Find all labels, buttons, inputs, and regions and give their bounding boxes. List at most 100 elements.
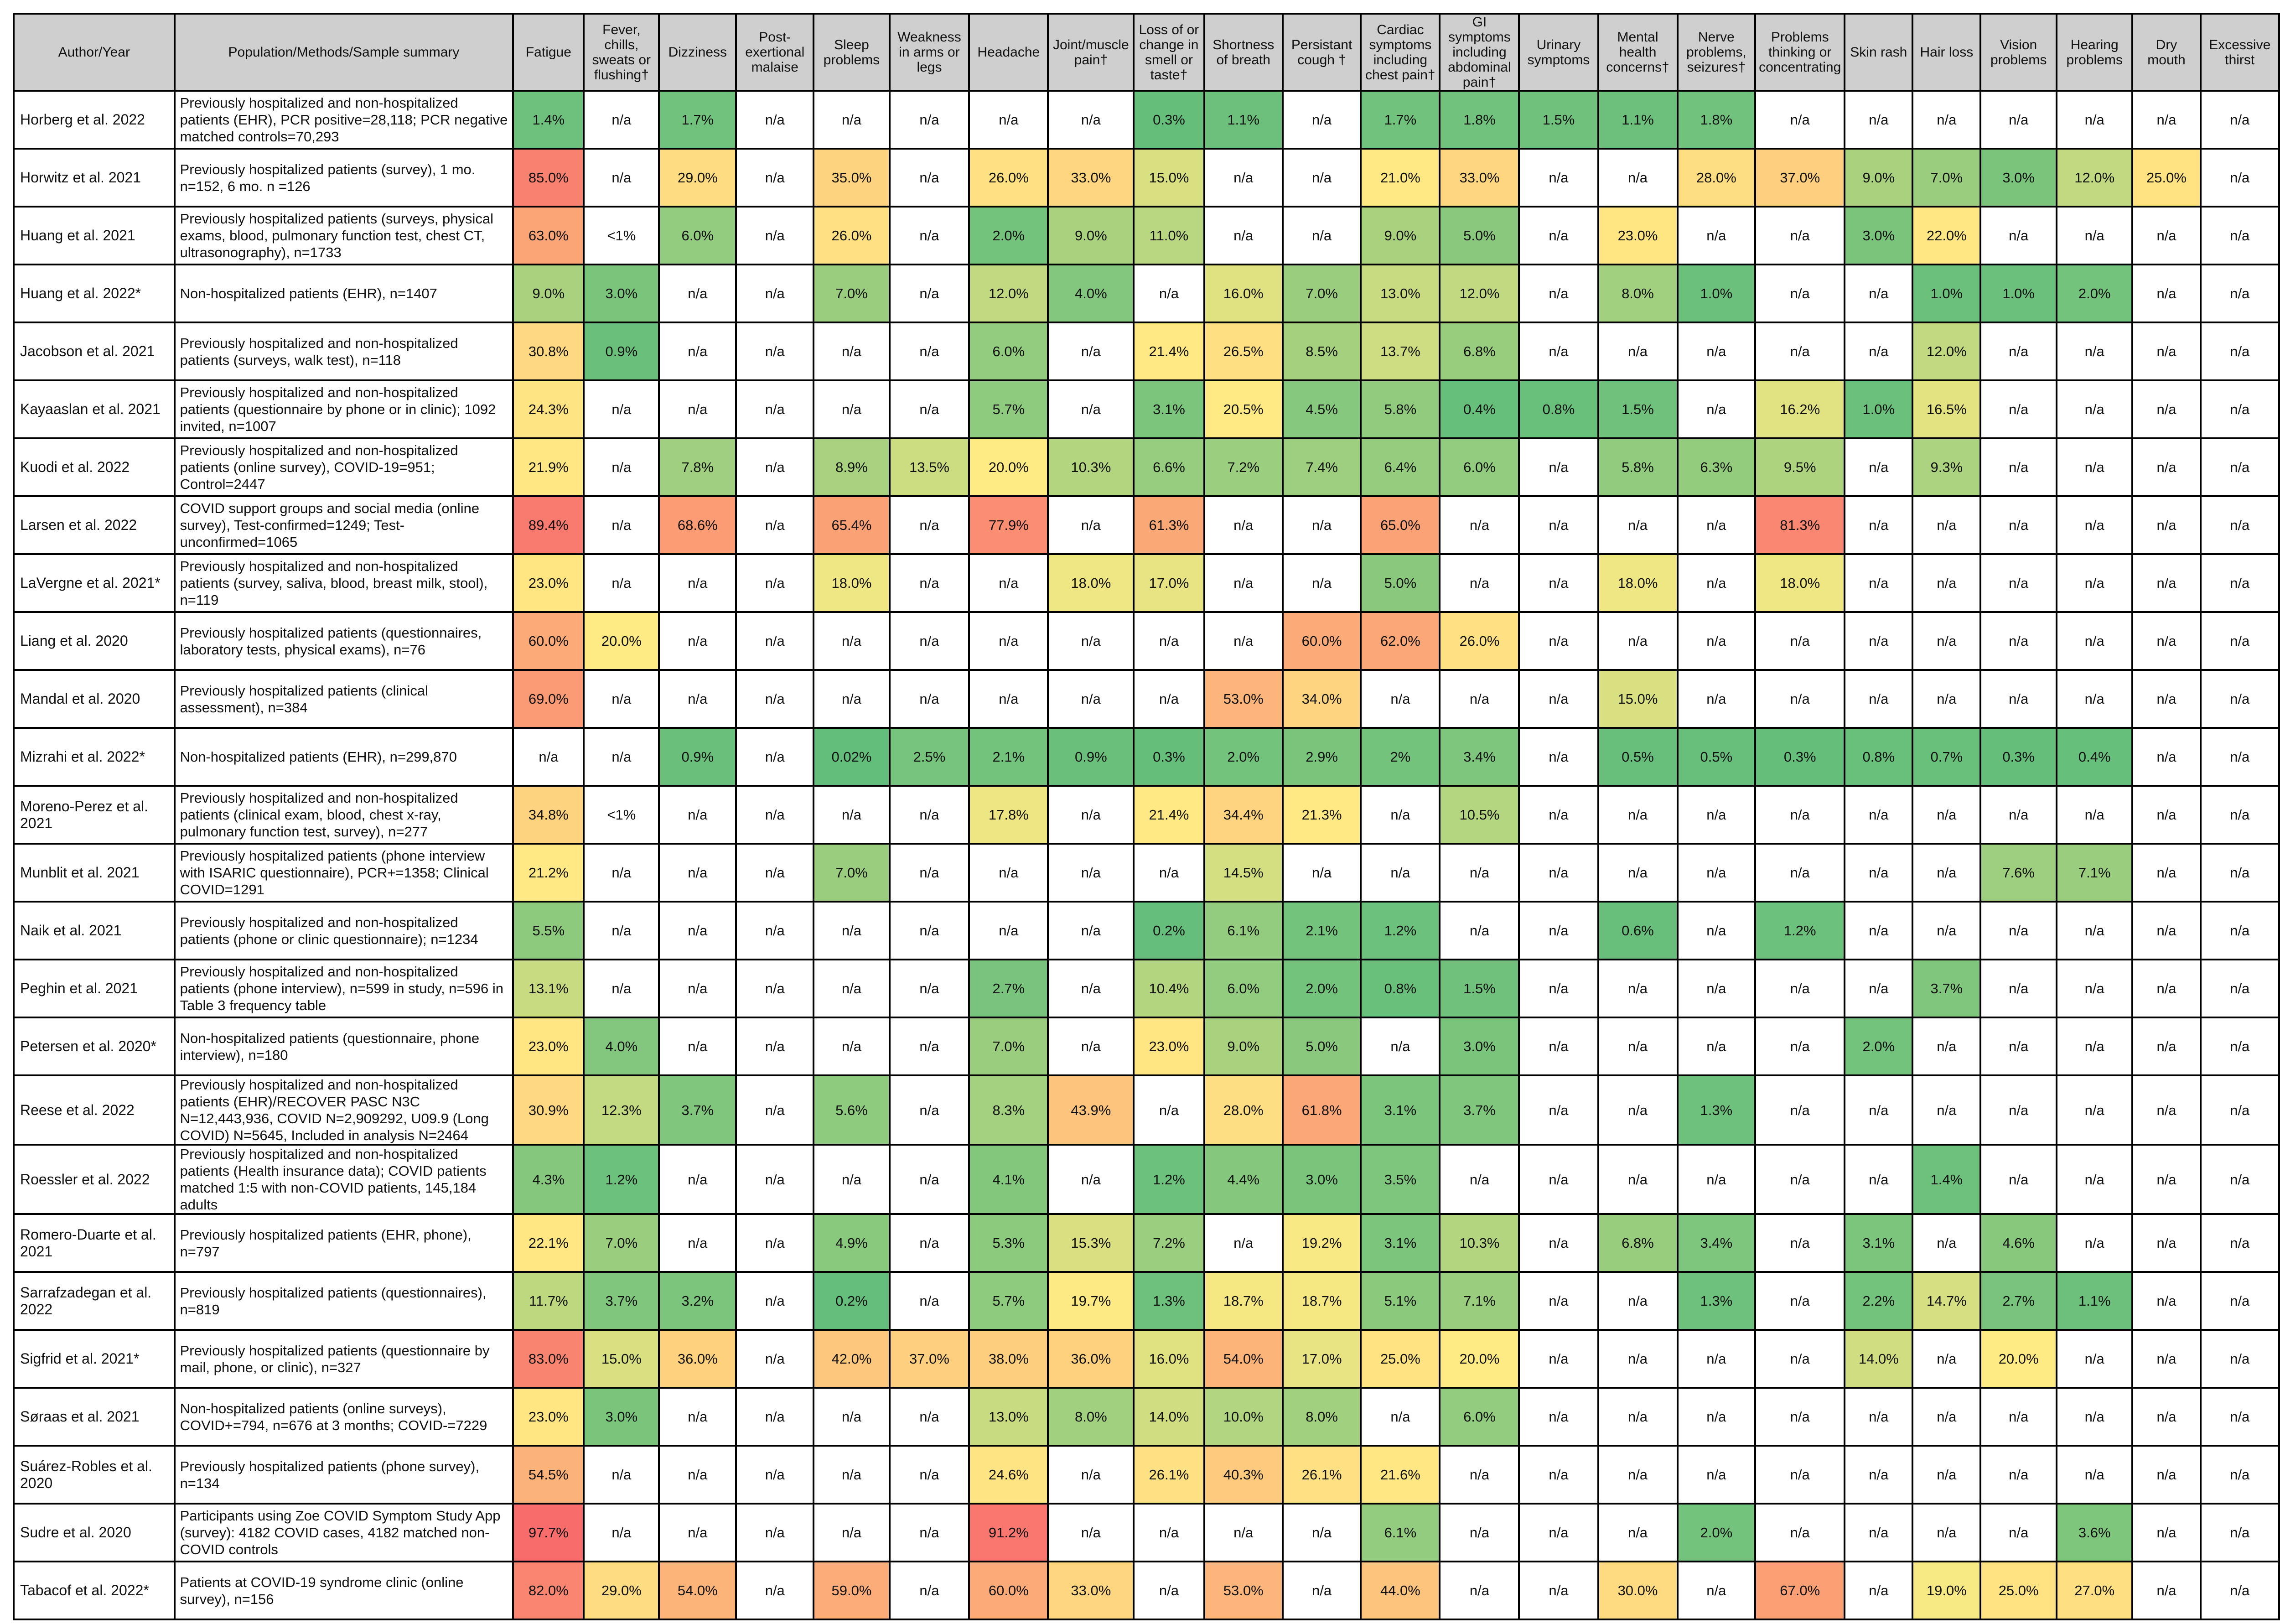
- summary-cell: Previously hospitalized and non-hospital…: [173, 901, 514, 960]
- column-header: Nerve problems, seizures†: [1676, 13, 1757, 92]
- value-cell: 0.8%: [1844, 727, 1914, 787]
- value-cell: 11.7%: [512, 1271, 585, 1331]
- value-cell: n/a: [1281, 90, 1362, 150]
- value-cell: 5.5%: [512, 901, 585, 960]
- table-row: Larsen et al. 2022 COVID support groups a…: [13, 495, 2280, 555]
- summary-cell: Previously hospitalized and non-hospital…: [173, 379, 514, 439]
- value-cell: n/a: [1597, 322, 1679, 381]
- author-cell: Sarrafzadegan et al. 2022: [13, 1271, 176, 1331]
- value-cell: n/a: [2199, 785, 2280, 845]
- value-cell: n/a: [1676, 959, 1757, 1018]
- value-cell: n/a: [1912, 1387, 1982, 1447]
- value-cell: n/a: [658, 959, 737, 1018]
- value-cell: 9.0%: [1360, 206, 1441, 265]
- value-cell: n/a: [2055, 90, 2134, 150]
- value-cell: n/a: [1676, 611, 1757, 671]
- value-cell: n/a: [813, 959, 891, 1018]
- value-cell: n/a: [1597, 785, 1679, 845]
- value-cell: n/a: [1844, 611, 1914, 671]
- value-cell: 2.1%: [1281, 901, 1362, 960]
- value-cell: 4.6%: [1979, 1213, 2057, 1273]
- value-cell: 6.0%: [968, 322, 1049, 381]
- column-header: Joint/muscle pain†: [1047, 13, 1135, 92]
- table-row: Peghin et al. 2021 Previously hospitalize…: [13, 959, 2280, 1018]
- value-cell: 6.4%: [1360, 437, 1441, 497]
- author-cell: Moreno-Perez et al. 2021: [13, 785, 176, 845]
- value-cell: n/a: [1439, 495, 1520, 555]
- value-cell: n/a: [813, 379, 891, 439]
- value-cell: n/a: [888, 669, 970, 729]
- value-cell: 14.7%: [1912, 1271, 1982, 1331]
- value-cell: n/a: [1754, 959, 1846, 1018]
- value-cell: n/a: [2131, 1387, 2202, 1447]
- value-cell: n/a: [735, 322, 815, 381]
- value-cell: n/a: [2199, 901, 2280, 960]
- value-cell: 33.0%: [1047, 1561, 1135, 1620]
- summary-cell: Previously hospitalized patients (questi…: [173, 1271, 514, 1331]
- value-cell: 5.7%: [968, 379, 1049, 439]
- value-cell: n/a: [583, 843, 660, 903]
- value-cell: <1%: [583, 206, 660, 265]
- value-cell: n/a: [1912, 785, 1982, 845]
- table-row: Kuodi et al. 2022 Previously hospitalized…: [13, 437, 2280, 497]
- value-cell: 10.5%: [1439, 785, 1520, 845]
- value-cell: n/a: [1597, 1017, 1679, 1076]
- value-cell: n/a: [1597, 1144, 1679, 1215]
- value-cell: n/a: [2055, 1213, 2134, 1273]
- value-cell: 15.0%: [1133, 148, 1205, 208]
- column-header: Loss of or change in smell or taste†: [1133, 13, 1205, 92]
- column-header: Hearing problems: [2055, 13, 2134, 92]
- value-cell: 44.0%: [1360, 1561, 1441, 1620]
- value-cell: n/a: [888, 322, 970, 381]
- value-cell: 0.9%: [583, 322, 660, 381]
- value-cell: n/a: [888, 1271, 970, 1331]
- value-cell: n/a: [1518, 1144, 1599, 1215]
- author-cell: Roessler et al. 2022: [13, 1144, 176, 1215]
- column-header: Fatigue: [512, 13, 585, 92]
- value-cell: 0.9%: [1047, 727, 1135, 787]
- value-cell: n/a: [1518, 495, 1599, 555]
- author-cell: Huang et al. 2022*: [13, 264, 176, 323]
- value-cell: n/a: [735, 843, 815, 903]
- value-cell: 0.3%: [1979, 727, 2057, 787]
- value-cell: n/a: [1597, 1074, 1679, 1146]
- value-cell: 1.7%: [1360, 90, 1441, 150]
- value-cell: n/a: [658, 264, 737, 323]
- value-cell: n/a: [2131, 1329, 2202, 1389]
- summary-cell: Previously hospitalized and non-hospital…: [173, 90, 514, 150]
- value-cell: 4.1%: [968, 1144, 1049, 1215]
- value-cell: 0.5%: [1597, 727, 1679, 787]
- value-cell: n/a: [583, 1445, 660, 1505]
- summary-cell: Previously hospitalized and non-hospital…: [173, 322, 514, 381]
- value-cell: 26.1%: [1133, 1445, 1205, 1505]
- summary-cell: Previously hospitalized and non-hospital…: [173, 553, 514, 613]
- value-cell: n/a: [512, 727, 585, 787]
- value-cell: n/a: [583, 379, 660, 439]
- value-cell: 21.6%: [1360, 1445, 1441, 1505]
- value-cell: 19.7%: [1047, 1271, 1135, 1331]
- value-cell: n/a: [1912, 1074, 1982, 1146]
- table-row: Sigfrid et al. 2021* Previously hospitali…: [13, 1329, 2280, 1389]
- summary-cell: Previously hospitalized and non-hospital…: [173, 785, 514, 845]
- value-cell: n/a: [1281, 1561, 1362, 1620]
- value-cell: n/a: [2131, 90, 2202, 150]
- value-cell: n/a: [2131, 495, 2202, 555]
- value-cell: 3.0%: [583, 1387, 660, 1447]
- value-cell: 4.0%: [1047, 264, 1135, 323]
- value-cell: 43.9%: [1047, 1074, 1135, 1146]
- value-cell: 17.8%: [968, 785, 1049, 845]
- value-cell: n/a: [1676, 843, 1757, 903]
- value-cell: 17.0%: [1133, 553, 1205, 613]
- value-cell: 4.3%: [512, 1144, 585, 1215]
- table-row: Huang et al. 2021 Previously hospitalized…: [13, 206, 2280, 265]
- value-cell: n/a: [658, 379, 737, 439]
- value-cell: 53.0%: [1203, 1561, 1284, 1620]
- value-cell: n/a: [1754, 90, 1846, 150]
- value-cell: 24.3%: [512, 379, 585, 439]
- value-cell: n/a: [1281, 843, 1362, 903]
- value-cell: 0.02%: [813, 727, 891, 787]
- value-cell: 26.0%: [1439, 611, 1520, 671]
- value-cell: 5.0%: [1281, 1017, 1362, 1076]
- value-cell: 1.5%: [1597, 379, 1679, 439]
- value-cell: 1.3%: [1676, 1074, 1757, 1146]
